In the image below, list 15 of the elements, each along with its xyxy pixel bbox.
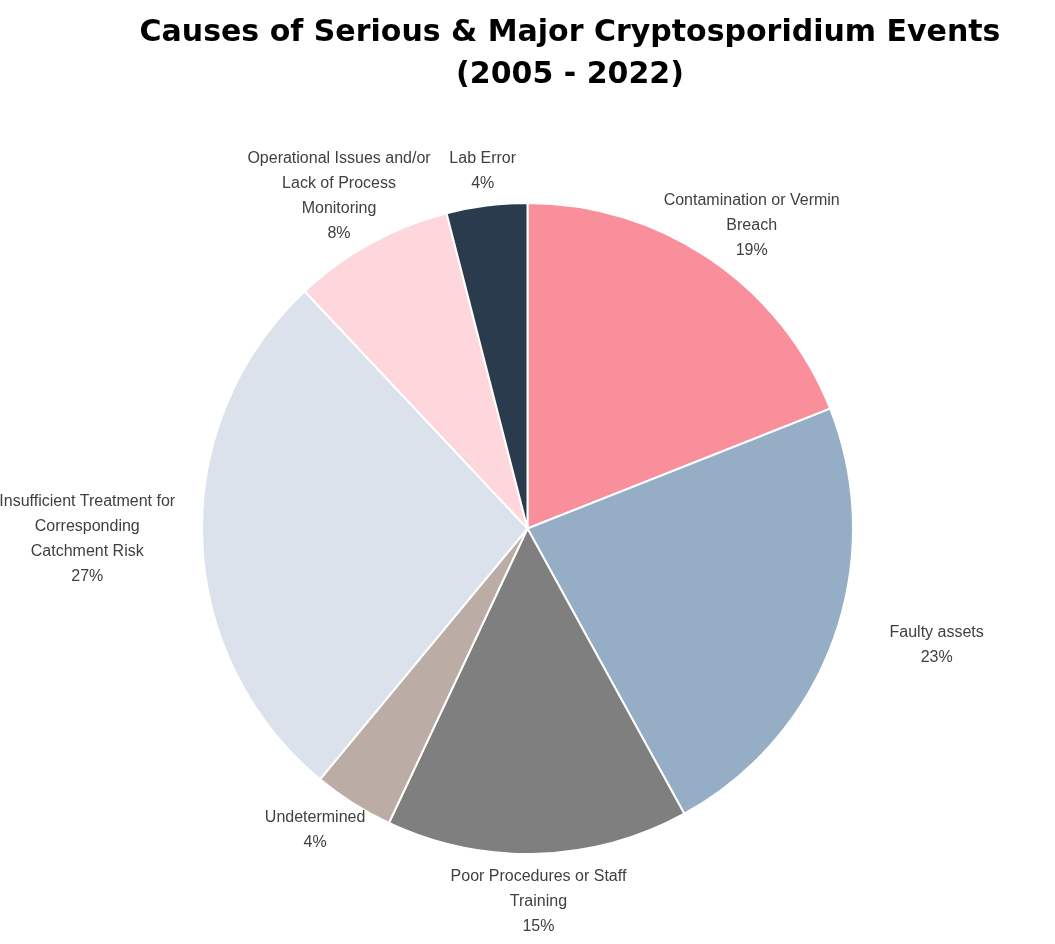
slice-label: Operational Issues and/or Lack of Process Monitoring bbox=[247, 149, 432, 217]
data-label: 27% bbox=[71, 566, 104, 584]
slice-label: Undetermined bbox=[264, 807, 366, 825]
slice-label: Insufficient Treatment for Corresponding Catchment Risk bbox=[0, 491, 176, 559]
data-label: 23% bbox=[920, 647, 953, 665]
chart-title: Causes of Serious & Major Cryptosporidium Events (2005 - 2022) bbox=[138, 12, 1002, 92]
data-label: 4% bbox=[471, 173, 495, 191]
data-label: 4% bbox=[303, 832, 327, 850]
data-label: 15% bbox=[522, 916, 555, 934]
slice-label: Faulty assets bbox=[889, 622, 984, 640]
slice-label: Lab Error bbox=[449, 148, 517, 166]
slice-label: Poor Procedures or Staff Training bbox=[450, 866, 627, 909]
data-label: 19% bbox=[735, 240, 768, 258]
slice-label: Contamination or Vermin Breach bbox=[663, 190, 840, 233]
data-label: 8% bbox=[327, 224, 351, 242]
